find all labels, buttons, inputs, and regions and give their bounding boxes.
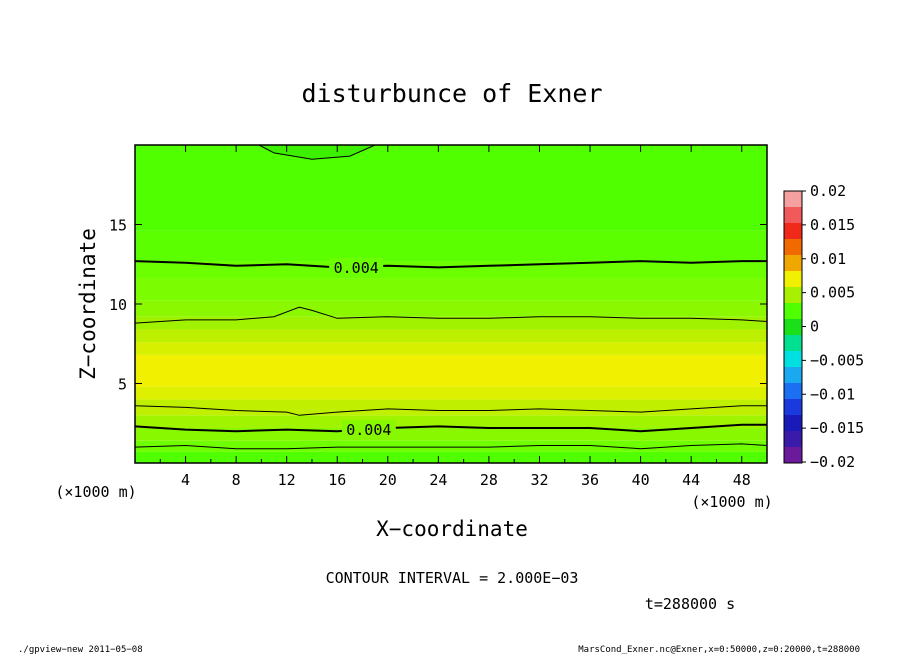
x-tick-label-32: 32 <box>530 471 548 489</box>
colorbar-segment-15 <box>784 431 802 448</box>
field-band-5 <box>135 386 767 400</box>
contour-line-3 <box>134 423 767 433</box>
x-tick-label-44: 44 <box>682 471 700 489</box>
contour-label-bg-0 <box>329 257 384 276</box>
footer-left-text: ./gpview−new 2011−05−08 <box>18 645 143 654</box>
colorbar-segment-5 <box>784 271 802 288</box>
contour-label-3: 0.004 <box>346 421 391 439</box>
colorbar-tick-label-2: 0.01 <box>810 250 846 268</box>
contour-interval-text: CONTOUR INTERVAL = 2.000E−03 <box>326 569 579 587</box>
colorbar-segment-1 <box>784 207 802 224</box>
colorbar-segment-3 <box>784 239 802 256</box>
colorbar-segment-4 <box>784 255 802 272</box>
field-band-8 <box>135 329 767 343</box>
field-band-14 <box>135 145 767 231</box>
field-band-1 <box>135 440 767 452</box>
field-bands <box>135 145 767 463</box>
x-tick-label-48: 48 <box>733 471 751 489</box>
colorbar-segment-13 <box>784 399 802 416</box>
colorbar-segment-14 <box>784 415 802 432</box>
time-text: t=288000 s <box>645 595 735 613</box>
contour-line-4 <box>134 443 768 450</box>
x-axis-unit: (×1000 m) <box>691 493 772 511</box>
colorbar-segment-12 <box>784 383 802 400</box>
field-band-2 <box>135 428 767 441</box>
field-band-4 <box>135 399 767 416</box>
x-tick-label-12: 12 <box>278 471 296 489</box>
colorbar: 0.02 0.015 0.01 0.005 0 −0.005 −0.01 −0.015 −0.0… <box>783 182 864 471</box>
y-tick-label-15: 15 <box>109 217 127 235</box>
field-band-9 <box>135 316 767 330</box>
colorbar-segment-6 <box>784 287 802 304</box>
colorbar-segment-0 <box>784 191 802 208</box>
colorbar-tick-label-3: 0.005 <box>810 284 855 302</box>
chart-title: disturbunce of Exner <box>301 79 602 108</box>
field-band-6 <box>135 354 767 387</box>
field-band-10 <box>135 300 767 317</box>
contour-line-0 <box>134 260 767 269</box>
x-tick-label-28: 28 <box>480 471 498 489</box>
contour-lines: 0.004 0.004 <box>134 144 768 450</box>
y-tick-label-10: 10 <box>109 296 127 314</box>
x-axis: 4 8 12 16 20 24 28 32 36 40 44 48 <box>159 145 751 489</box>
x-tick-label-24: 24 <box>429 471 447 489</box>
field-band-3 <box>135 415 767 429</box>
x-tick-label-40: 40 <box>632 471 650 489</box>
colorbar-tick-label-6: −0.01 <box>810 385 855 403</box>
colorbar-tick-label-4: 0 <box>810 318 819 336</box>
colorbar-segment-16 <box>784 447 802 464</box>
contour-line-5 <box>258 144 376 160</box>
field-band-13 <box>135 230 767 262</box>
y-axis-label: Z−coordinate <box>76 228 100 380</box>
colorbar-segment-11 <box>784 367 802 384</box>
colorbar-tick-label-7: −0.015 <box>810 419 864 437</box>
field-band-11 <box>135 278 767 301</box>
y-axis-unit: (×1000 m) <box>55 483 136 501</box>
colorbar-tick-label-5: −0.005 <box>810 351 864 369</box>
field-band-7 <box>135 342 767 355</box>
colorbar-tick-label-1: 0.015 <box>810 216 855 234</box>
colorbar-segment-10 <box>784 351 802 368</box>
x-axis-label: X−coordinate <box>376 517 528 541</box>
colorbar-segment-2 <box>784 223 802 240</box>
y-axis: 5 10 15 <box>109 217 767 394</box>
x-tick-label-8: 8 <box>232 471 241 489</box>
footer-right-text: MarsCond_Exner.nc@Exner,x=0:50000,z=0:20… <box>578 645 860 654</box>
colorbar-tick-label-0: 0.02 <box>810 182 846 200</box>
colorbar-tick-label-8: −0.02 <box>810 453 855 471</box>
colorbar-segment-7 <box>784 303 802 320</box>
colorbar-segment-9 <box>784 335 802 352</box>
contour-label-bg-3 <box>341 420 396 439</box>
field-band-12 <box>135 261 767 279</box>
contour-line-1 <box>134 306 768 324</box>
contour-line-2 <box>134 405 767 416</box>
y-tick-label-5: 5 <box>118 376 127 394</box>
field-band-0 <box>135 451 767 463</box>
x-tick-label-4: 4 <box>181 471 190 489</box>
colorbar-segment-8 <box>784 319 802 336</box>
x-tick-label-20: 20 <box>379 471 397 489</box>
x-tick-label-16: 16 <box>328 471 346 489</box>
contour-label-0: 0.004 <box>334 259 379 277</box>
x-tick-label-36: 36 <box>581 471 599 489</box>
field-cap-region <box>258 145 376 160</box>
